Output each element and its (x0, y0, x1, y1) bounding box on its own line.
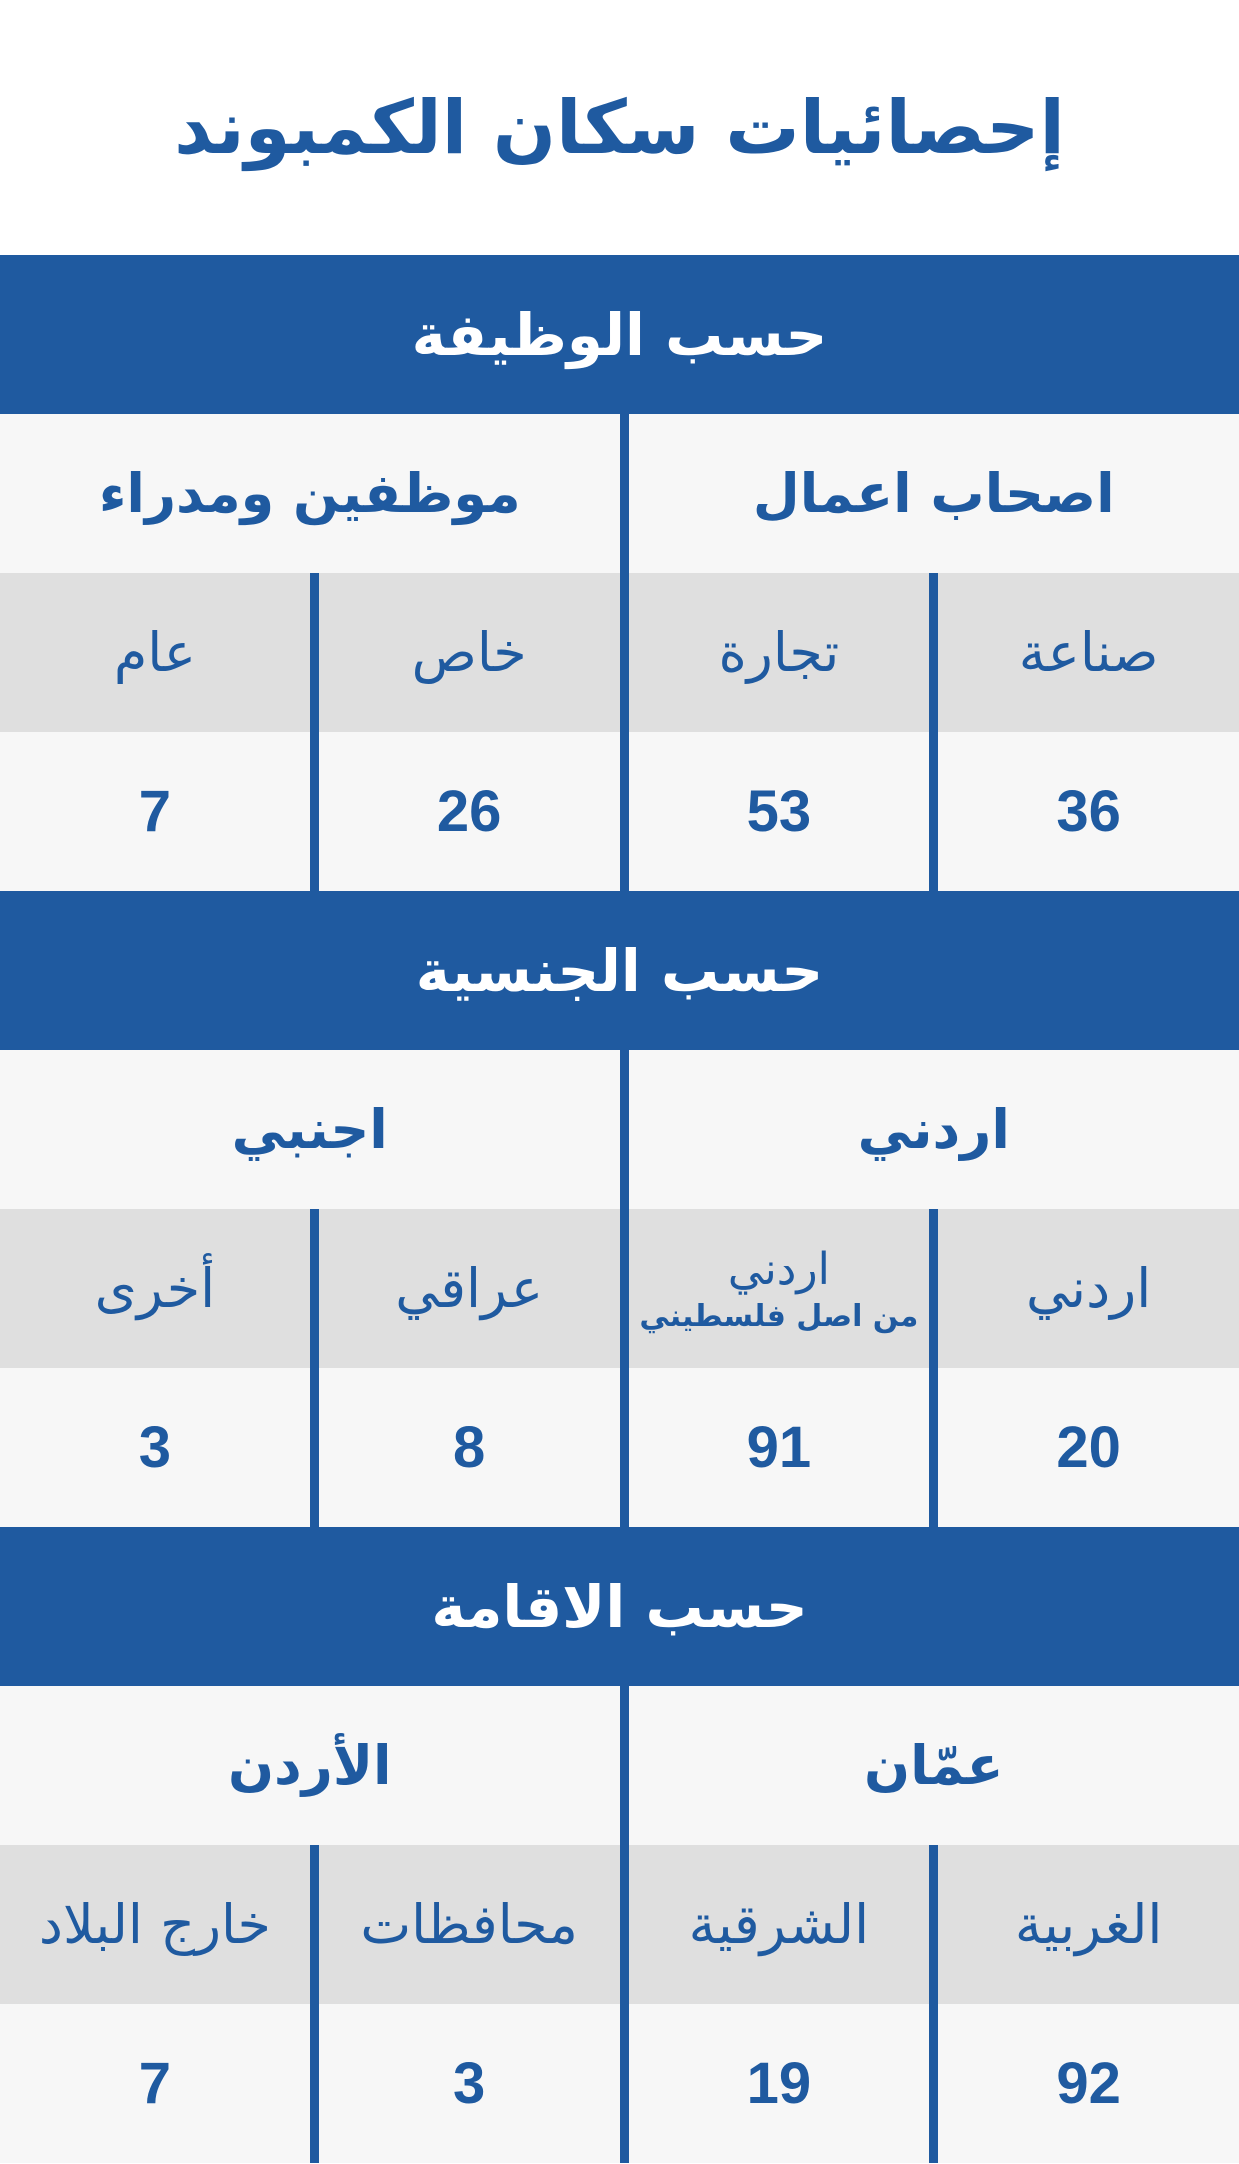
value-row: 36 53 26 7 (0, 732, 1239, 891)
subcategory-cell: أخرى (0, 1209, 310, 1368)
subcategory-label: خارج البلاد (38, 1893, 271, 1956)
category-cell: عمّان (619, 1686, 1239, 1845)
category-cell: اجنبي (231, 1098, 388, 1161)
subcategory-cell: اردني (929, 1209, 1239, 1368)
subcategory-label: اردني (727, 1243, 830, 1295)
value-row: 92 19 3 7 (0, 2004, 1239, 2163)
subcategory-cell: تجارة (619, 573, 930, 732)
subcategory-cell: الغربية (929, 1845, 1239, 2004)
subcategory-cell: خارج البلاد (0, 1845, 310, 2004)
category-cell: الأردن (227, 1734, 392, 1797)
category-cell: موظفين ومدراء (98, 462, 521, 525)
subcategory-row: الغربية الشرقية محافظات خارج البلاد (0, 1845, 1239, 2004)
value-cell: 92 (929, 2004, 1239, 2163)
section: حسب الاقامة عمّان الأردن الغربية الشرقية محاف… (0, 1527, 1239, 2163)
value-cell: 3 (309, 2004, 620, 2163)
subcategory-cell: الشرقية (619, 1845, 930, 2004)
value-cell: 19 (619, 2004, 930, 2163)
value-row: 20 91 8 3 (0, 1368, 1239, 1527)
section-header: حسب الوظيفة (0, 255, 1239, 414)
section-header: حسب الجنسية (0, 891, 1239, 1050)
value-cell: 20 (929, 1368, 1239, 1527)
subcategory-label: أخرى (94, 1257, 216, 1320)
subcategory-label: اردني (1026, 1257, 1152, 1320)
stats-table: حسب الوظيفة اصحاب اعمال موظفين ومدراء صناعة… (0, 255, 1239, 2163)
section: حسب الوظيفة اصحاب اعمال موظفين ومدراء صناعة… (0, 255, 1239, 891)
subcategory-label: محافظات (360, 1893, 578, 1956)
section: حسب الجنسية اردني اجنبي اردني اردني من اصل فل… (0, 891, 1239, 1527)
subcategory-cell: صناعة (929, 573, 1239, 732)
category-cell: اردني (619, 1050, 1239, 1209)
subcategory-label: عراقي (395, 1257, 544, 1320)
subcategory-label: عام (113, 621, 196, 684)
subcategory-cell: محافظات (309, 1845, 620, 2004)
subcategory-cell: خاص (309, 573, 620, 732)
category-cell: اصحاب اعمال (619, 414, 1239, 573)
subcategory-cell: عراقي (309, 1209, 620, 1368)
value-cell: 36 (929, 732, 1239, 891)
subcategory-cell: اردني من اصل فلسطيني (619, 1209, 930, 1368)
subcategory-note: من اصل فلسطيني (639, 1298, 919, 1334)
subcategory-label: الغربية (1014, 1893, 1163, 1956)
subcategory-label: صناعة (1018, 621, 1159, 684)
category-row: اصحاب اعمال موظفين ومدراء (0, 414, 1239, 573)
value-cell: 7 (138, 2051, 172, 2116)
value-cell: 8 (309, 1368, 620, 1527)
value-cell: 91 (619, 1368, 930, 1527)
value-cell: 26 (309, 732, 620, 891)
subcategory-label: خاص (411, 621, 527, 684)
section-header: حسب الاقامة (0, 1527, 1239, 1686)
subcategory-row: صناعة تجارة خاص عام (0, 573, 1239, 732)
category-row: اردني اجنبي (0, 1050, 1239, 1209)
subcategory-cell: عام (0, 573, 310, 732)
value-cell: 3 (138, 1415, 172, 1480)
subcategory-label: الشرقية (688, 1893, 870, 1956)
subcategory-row: اردني اردني من اصل فلسطيني عراقي أخرى (0, 1209, 1239, 1368)
value-cell: 7 (138, 779, 172, 844)
category-row: عمّان الأردن (0, 1686, 1239, 1845)
page-title: إحصائيات سكان الكمبوند (174, 84, 1065, 171)
value-cell: 53 (619, 732, 930, 891)
subcategory-label: تجارة (718, 621, 840, 684)
